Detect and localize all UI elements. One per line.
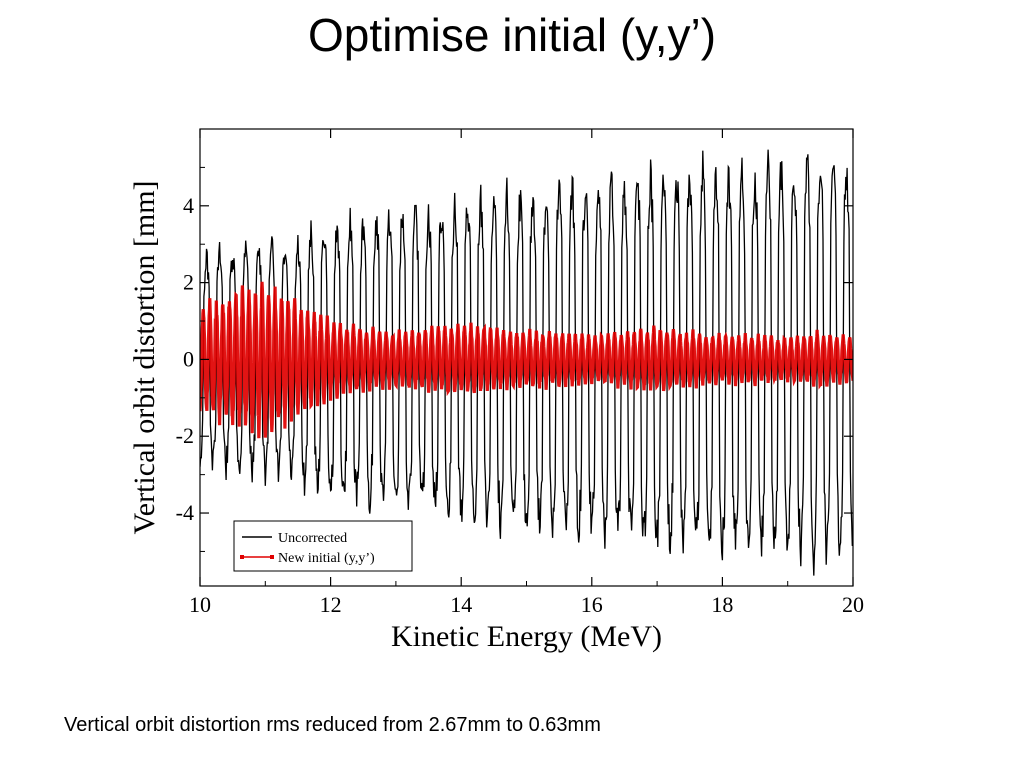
- legend-label: New initial (y,y’): [278, 551, 375, 566]
- orbit-distortion-chart: 10 12 14 16 18 20 -4 -2 0 2 4 Kinetic Energy (MeV) V…: [120, 115, 880, 665]
- x-axis-label: Kinetic Energy (MeV): [391, 620, 662, 653]
- y-tick-label: 2: [183, 270, 194, 295]
- x-tick-label: 16: [581, 592, 603, 617]
- x-tick-label: 10: [189, 592, 211, 617]
- y-tick-label: -4: [176, 500, 194, 525]
- x-tick-label: 18: [711, 592, 733, 617]
- y-tick-label: 0: [183, 346, 194, 371]
- footer-caption: Vertical orbit distortion rms reduced fr…: [64, 714, 601, 736]
- y-tick-label: -2: [176, 423, 194, 448]
- x-tick-label: 20: [842, 592, 864, 617]
- y-axis-label: Vertical orbit distortion [mm]: [128, 180, 161, 534]
- slide-title: Optimise initial (y,y’): [307, 9, 717, 61]
- series-line-new-initial: [200, 281, 853, 439]
- x-tick-label: 12: [320, 592, 342, 617]
- y-tick-label: 4: [183, 193, 194, 218]
- x-tick-label: 14: [450, 592, 472, 617]
- legend-label: Uncorrected: [278, 531, 347, 546]
- series-line-uncorrected: [200, 149, 853, 576]
- legend-marker: [270, 555, 274, 559]
- legend-marker: [240, 555, 244, 559]
- chart-svg: 10 12 14 16 18 20 -4 -2 0 2 4 Kinetic Energy (MeV) V…: [128, 128, 864, 653]
- legend-box: [233, 520, 413, 572]
